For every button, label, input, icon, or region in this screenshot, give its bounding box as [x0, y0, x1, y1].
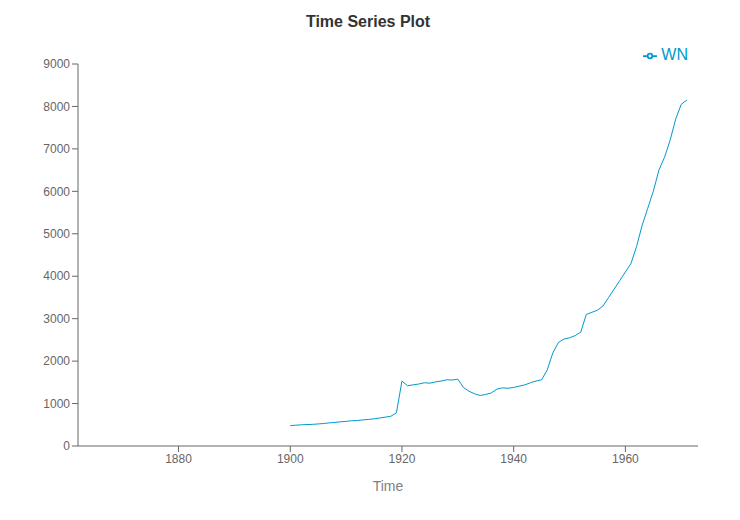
- svg-text:4000: 4000: [43, 269, 70, 283]
- svg-text:1920: 1920: [389, 452, 416, 466]
- html-text:WN: WN: [661, 46, 688, 63]
- svg-text:1880: 1880: [165, 452, 192, 466]
- svg-text:1960: 1960: [612, 452, 639, 466]
- svg-text:1900: 1900: [277, 452, 304, 466]
- svg-text:8000: 8000: [43, 100, 70, 114]
- svg-text:Time: Time: [373, 478, 404, 494]
- svg-text:6000: 6000: [43, 185, 70, 199]
- svg-text:3000: 3000: [43, 312, 70, 326]
- svg-text:2000: 2000: [43, 354, 70, 368]
- svg-text:1940: 1940: [500, 452, 527, 466]
- svg-text:1000: 1000: [43, 397, 70, 411]
- svg-text:0: 0: [63, 439, 70, 453]
- svg-text:9000: 9000: [43, 57, 70, 71]
- svg-text:7000: 7000: [43, 142, 70, 156]
- svg-text:5000: 5000: [43, 227, 70, 241]
- html-text:Time Series Plot: Time Series Plot: [305, 13, 431, 30]
